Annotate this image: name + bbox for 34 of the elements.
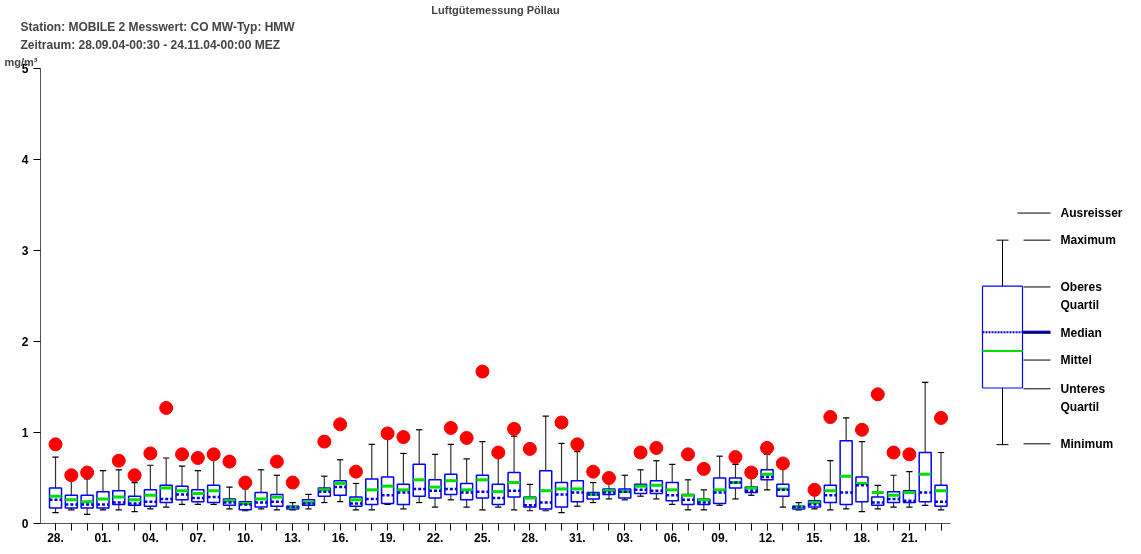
chart-subtitle: Station: MOBILE 2 Messwert: CO MW-Typ: HMW: [20, 19, 296, 34]
x-tick-label: 22.: [426, 530, 444, 545]
text: Oberes Quartil: [1060, 279, 1103, 313]
x-tick-label: 18.: [853, 530, 871, 545]
x-tick-label: 13.: [284, 530, 302, 545]
x-tick-label: 12.: [758, 530, 776, 545]
text: Median: [1060, 325, 1102, 340]
chart-title: Luftgütemessung Pöllau: [431, 3, 560, 16]
x-tick-label: 07.: [189, 530, 207, 545]
x-tick-label: 21.: [901, 530, 918, 545]
text: Maximum: [1060, 233, 1116, 248]
y-tick-label: 2: [21, 335, 29, 349]
x-tick-label: 06.: [663, 530, 681, 545]
y-tick-label: 4: [21, 153, 29, 167]
x-tick-label: 10.: [236, 530, 254, 545]
x-tick-label: 01.: [94, 530, 112, 545]
text: Unteres Quartil: [1060, 381, 1106, 415]
x-tick-label: 09.: [711, 530, 728, 545]
text: Ausreisser: [1060, 206, 1123, 221]
x-tick-label: 03.: [616, 530, 634, 545]
x-tick-label: 19.: [379, 530, 396, 545]
x-tick-label: 28.: [47, 530, 64, 545]
text: Zeitraum: 28.09.04-00:30 - 24.11.04-00:00 MEZ: [20, 37, 280, 52]
y-tick-label: 1: [21, 426, 29, 440]
y-tick-label: 3: [21, 244, 29, 258]
x-tick-label: 15.: [806, 530, 823, 545]
x-tick-label: 04.: [142, 530, 159, 545]
x-tick-label: 28.: [521, 530, 539, 545]
x-tick-label: 16.: [331, 530, 349, 545]
text: Mittel: [1060, 353, 1092, 368]
x-tick-label: 25.: [474, 530, 491, 545]
y-tick-label: 0: [21, 517, 29, 531]
x-tick-label: 31.: [568, 530, 586, 545]
text: Minimum: [1060, 436, 1114, 451]
